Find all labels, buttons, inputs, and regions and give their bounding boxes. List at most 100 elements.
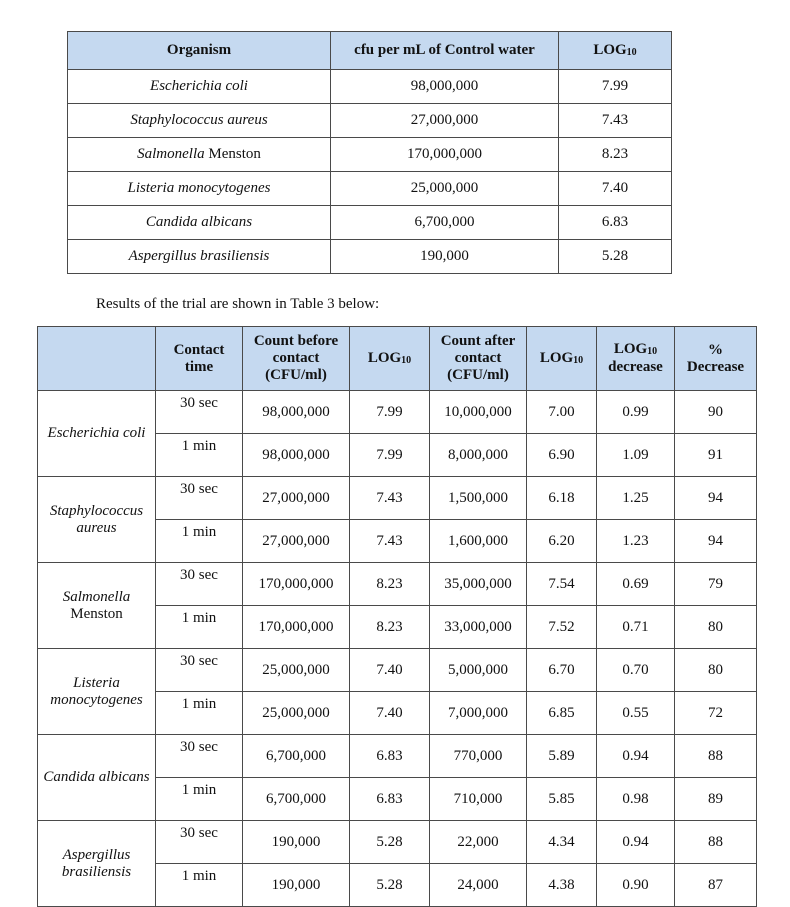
log-after-cell: 7.00 [526, 390, 597, 434]
header-organism [37, 326, 156, 391]
count-before-cell: 27,000,000 [242, 476, 350, 520]
log-before-cell: 7.99 [349, 433, 430, 477]
pct-decrease-cell: 80 [674, 648, 757, 692]
log-before-cell: 6.83 [349, 777, 430, 821]
log-before-cell: 7.43 [349, 476, 430, 520]
header-pct-decrease: % Decrease [674, 326, 757, 391]
log-after-cell: 6.70 [526, 648, 597, 692]
log-decrease-cell: 1.09 [596, 433, 675, 477]
cfu-cell: 170,000,000 [330, 137, 559, 172]
contact-time-cell: 30 sec [155, 562, 243, 606]
log-decrease-cell: 0.90 [596, 863, 675, 907]
header-log-before: LOG10 [349, 326, 430, 391]
log-after-cell: 6.20 [526, 519, 597, 563]
contact-time-cell: 1 min [155, 691, 243, 735]
pct-decrease-cell: 87 [674, 863, 757, 907]
log-before-cell: 7.43 [349, 519, 430, 563]
log-after-cell: 6.85 [526, 691, 597, 735]
organism-name-italic: Escherichia coli [47, 425, 146, 441]
contact-time-cell: 1 min [155, 777, 243, 821]
count-before-cell: 170,000,000 [242, 562, 350, 606]
organism-cell: Escherichia coli [37, 390, 156, 477]
count-before-cell: 170,000,000 [242, 605, 350, 649]
count-after-cell: 710,000 [429, 777, 527, 821]
log-after-cell: 7.52 [526, 605, 597, 649]
count-before-cell: 98,000,000 [242, 390, 350, 434]
table-row: Candida albicans 30 sec 6,700,000 6.83 770,0… [37, 734, 757, 821]
log-after-cell: 4.38 [526, 863, 597, 907]
organism-cell: Aspergillus brasiliensis [67, 239, 331, 274]
table-row: 1 min 6,700,000 6.83 710,000 5.85 0.98 89 [38, 777, 757, 821]
organism-name-italic: Escherichia coli [150, 78, 248, 94]
log-decrease-cell: 0.98 [596, 777, 675, 821]
table-row: Listeria monocytogenes 30 sec 25,000,000 7.… [37, 648, 757, 735]
log-decrease-cell: 0.94 [596, 734, 675, 778]
organism-cell: Salmonella Menston [67, 137, 331, 172]
table-caption: Results of the trial are shown in Table … [96, 296, 380, 312]
log10-cell: 6.83 [558, 205, 672, 240]
table-header-row: Contact time Count before contact (CFU/m… [37, 326, 757, 391]
count-after-cell: 10,000,000 [429, 390, 527, 434]
table-row: Staphylococcus aureus 30 sec 27,000,000 7.4… [37, 476, 757, 563]
log-before-cell: 7.99 [349, 390, 430, 434]
log-decrease-cell: 0.69 [596, 562, 675, 606]
organism-cell: Staphylococcus aureus [67, 103, 331, 138]
contact-time-cell: 30 sec [155, 476, 243, 520]
organism-name-plain: Menston [204, 146, 261, 162]
pct-decrease-cell: 91 [674, 433, 757, 477]
log-decrease-cell: 0.55 [596, 691, 675, 735]
table-row: Salmonella Menston 30 sec 170,000,000 8.23 35… [37, 562, 757, 649]
log10-cell: 7.40 [558, 171, 672, 206]
pct-decrease-cell: 88 [674, 734, 757, 778]
organism-name-italic: Staphylococcus aureus [49, 502, 144, 536]
organism-name-plain: Menston [70, 605, 123, 622]
pct-decrease-cell: 80 [674, 605, 757, 649]
organism-cell: Aspergillus brasiliensis [37, 820, 156, 907]
table-row: Aspergillus brasiliensis 30 sec 190,000 5.2… [37, 820, 757, 907]
log-decrease-cell: 0.94 [596, 820, 675, 864]
count-before-cell: 190,000 [242, 820, 350, 864]
pct-decrease-cell: 79 [674, 562, 757, 606]
count-after-cell: 22,000 [429, 820, 527, 864]
log-before-cell: 5.28 [349, 820, 430, 864]
contact-time-cell: 1 min [155, 519, 243, 563]
header-log-decrease: LOG10 decrease [596, 326, 675, 391]
table-row: Escherichia coli 30 sec 98,000,000 7.99 10,0… [37, 390, 757, 477]
count-after-cell: 8,000,000 [429, 433, 527, 477]
table-row: Aspergillus brasiliensis 190,000 5.28 [67, 239, 672, 274]
cfu-cell: 98,000,000 [330, 69, 559, 104]
log-decrease-cell: 1.23 [596, 519, 675, 563]
table-header-row: Organism cfu per mL of Control water LOG… [67, 31, 672, 70]
count-before-cell: 6,700,000 [242, 777, 350, 821]
contact-time-cell: 30 sec [155, 648, 243, 692]
organism-cell: Listeria monocytogenes [37, 648, 156, 735]
count-before-cell: 25,000,000 [242, 691, 350, 735]
count-before-cell: 98,000,000 [242, 433, 350, 477]
log-decrease-cell: 1.25 [596, 476, 675, 520]
count-after-cell: 5,000,000 [429, 648, 527, 692]
contact-time-cell: 30 sec [155, 734, 243, 778]
log-after-cell: 6.90 [526, 433, 597, 477]
count-before-cell: 6,700,000 [242, 734, 350, 778]
count-after-cell: 35,000,000 [429, 562, 527, 606]
pct-decrease-cell: 88 [674, 820, 757, 864]
organism-cell: Listeria monocytogenes [67, 171, 331, 206]
pct-decrease-cell: 72 [674, 691, 757, 735]
count-after-cell: 24,000 [429, 863, 527, 907]
cfu-cell: 6,700,000 [330, 205, 559, 240]
organism-cell: Candida albicans [67, 205, 331, 240]
table-row: Listeria monocytogenes 25,000,000 7.40 [67, 171, 672, 206]
table-row: 1 min 98,000,000 7.99 8,000,000 6.90 1.09 91 [38, 433, 757, 477]
table-row: 1 min 170,000,000 8.23 33,000,000 7.52 0.71 80 [38, 605, 757, 649]
header-log-after: LOG10 [526, 326, 597, 391]
log-after-cell: 6.18 [526, 476, 597, 520]
log-decrease-cell: 0.70 [596, 648, 675, 692]
pct-decrease-cell: 90 [674, 390, 757, 434]
table-row: 1 min 27,000,000 7.43 1,600,000 6.20 1.23 94 [38, 519, 757, 563]
results-table: Contact time Count before contact (CFU/m… [37, 326, 757, 907]
header-count-after: Count after contact (CFU/ml) [429, 326, 527, 391]
table-row: Staphylococcus aureus 27,000,000 7.43 [67, 103, 672, 138]
log-before-cell: 8.23 [349, 562, 430, 606]
count-after-cell: 1,500,000 [429, 476, 527, 520]
log-after-cell: 5.89 [526, 734, 597, 778]
